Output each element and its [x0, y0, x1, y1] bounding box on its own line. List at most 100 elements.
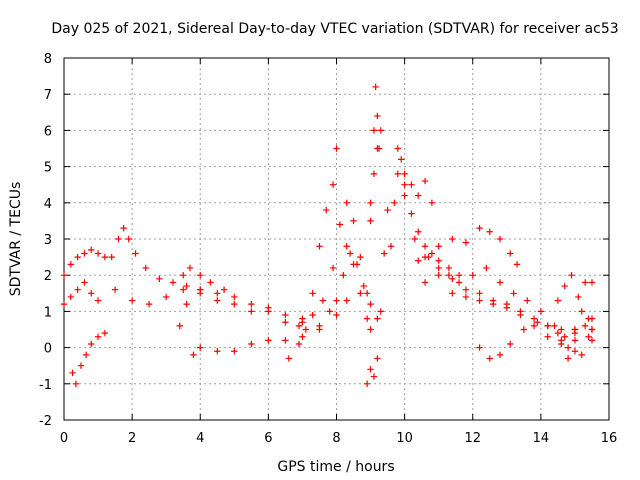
- data-point: [302, 326, 310, 333]
- data-point: [507, 250, 514, 257]
- data-point: [408, 181, 415, 188]
- data-point: [401, 192, 408, 199]
- data-point: [367, 300, 374, 308]
- series-arc-1: [60, 246, 109, 279]
- data-point: [60, 272, 68, 279]
- data-point: [323, 206, 330, 214]
- y-tick-label: 1: [44, 305, 52, 320]
- series-arc-9: [285, 145, 340, 362]
- data-point: [363, 290, 371, 297]
- data-point: [384, 206, 391, 214]
- data-point: [578, 351, 585, 359]
- data-point: [462, 239, 470, 246]
- data-point: [333, 145, 340, 152]
- x-tick-label: 10: [396, 431, 413, 446]
- data-point: [145, 300, 153, 308]
- x-axis-label: GPS time / hours: [277, 459, 394, 475]
- data-point: [374, 145, 381, 152]
- data-point: [309, 290, 316, 297]
- data-point: [363, 380, 371, 387]
- series-arc-8: [190, 297, 350, 359]
- data-point: [88, 290, 95, 297]
- data-point: [391, 199, 398, 206]
- data-point: [486, 355, 493, 362]
- data-point: [367, 326, 374, 333]
- data-point: [483, 264, 490, 272]
- data-point: [408, 210, 415, 217]
- data-point: [329, 181, 337, 188]
- series-arc-21: [449, 275, 596, 355]
- data-point: [360, 282, 367, 290]
- series-arc-10: [299, 199, 371, 326]
- data-point: [81, 250, 88, 257]
- data-point: [585, 333, 592, 340]
- data-point: [544, 333, 551, 340]
- data-point: [350, 261, 357, 268]
- y-tick-label: 0: [44, 342, 52, 357]
- data-point: [435, 272, 442, 279]
- data-point: [295, 322, 303, 330]
- series-arc-5: [111, 286, 306, 322]
- y-tick-label: 6: [44, 124, 52, 139]
- data-point: [186, 264, 194, 272]
- data-point: [561, 333, 568, 340]
- data-point: [108, 253, 115, 261]
- y-tick-label: 3: [44, 233, 52, 248]
- data-point: [476, 224, 483, 232]
- data-point: [316, 243, 323, 250]
- y-tick-label: 7: [44, 88, 52, 103]
- x-tick-label: 16: [601, 431, 618, 446]
- x-tick-label: 12: [464, 431, 481, 446]
- data-point: [336, 221, 344, 228]
- data-point: [231, 348, 238, 355]
- data-point: [571, 337, 579, 344]
- data-point: [544, 322, 551, 330]
- data-point: [571, 326, 579, 333]
- y-tick-label: -2: [39, 414, 52, 429]
- x-tick-label: 14: [533, 431, 550, 446]
- data-point: [428, 199, 436, 206]
- data-point: [530, 322, 538, 330]
- data-point: [524, 297, 531, 304]
- data-point: [564, 355, 572, 362]
- data-point: [285, 355, 293, 362]
- data-point: [571, 348, 579, 355]
- data-point: [370, 170, 378, 178]
- data-point: [72, 380, 80, 387]
- data-point: [169, 279, 177, 286]
- data-point: [449, 235, 456, 243]
- data-point: [486, 228, 493, 235]
- data-point: [411, 235, 419, 243]
- data-point: [588, 279, 596, 286]
- data-point: [401, 181, 408, 188]
- data-point: [462, 293, 470, 301]
- series-arc-12: [343, 243, 374, 333]
- data-point: [415, 228, 422, 235]
- data-point: [94, 333, 102, 340]
- data-point: [77, 362, 85, 369]
- data-point: [142, 264, 149, 272]
- data-point: [367, 217, 374, 225]
- data-point: [421, 243, 429, 250]
- y-tick-label: 8: [44, 52, 52, 67]
- data-point: [455, 272, 463, 279]
- data-point: [435, 264, 442, 272]
- data-point: [534, 319, 541, 326]
- x-tick-label: 2: [128, 431, 136, 446]
- y-tick-label: -1: [39, 378, 52, 393]
- data-point: [350, 217, 357, 225]
- data-point: [387, 243, 395, 250]
- data-point: [197, 286, 204, 293]
- data-point: [370, 373, 378, 380]
- data-point: [435, 243, 442, 250]
- data-point: [94, 297, 102, 304]
- data-point: [128, 297, 136, 304]
- data-point: [69, 369, 76, 377]
- data-point: [449, 275, 456, 283]
- data-point: [455, 279, 463, 286]
- data-point: [197, 272, 204, 279]
- data-point: [282, 311, 289, 319]
- data-point: [537, 308, 545, 315]
- data-point: [319, 297, 327, 304]
- data-point: [299, 333, 306, 340]
